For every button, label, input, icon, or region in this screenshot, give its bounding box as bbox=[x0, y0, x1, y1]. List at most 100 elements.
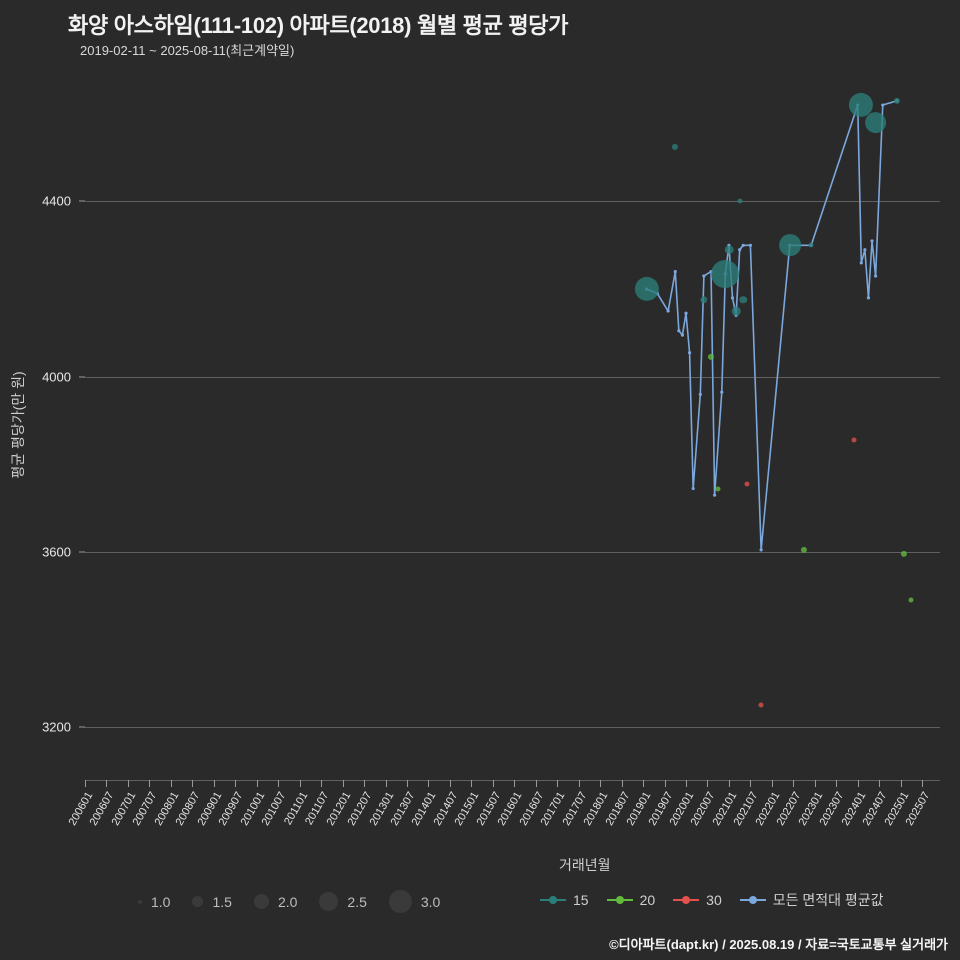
x-tick-mark bbox=[728, 780, 730, 787]
legend-size-item: 2.0 bbox=[253, 893, 319, 910]
data-bubble bbox=[634, 277, 659, 302]
x-tick-mark bbox=[814, 780, 816, 787]
x-axis-line bbox=[85, 780, 940, 781]
series-line-point bbox=[702, 274, 706, 278]
x-tick-mark bbox=[149, 780, 151, 787]
x-tick-mark bbox=[922, 780, 924, 787]
legend-color-label: 모든 면적대 평균값 bbox=[772, 892, 884, 908]
legend-size-item: 1.5 bbox=[192, 894, 253, 910]
x-tick-mark bbox=[170, 780, 172, 787]
y-tick-label: 4400 bbox=[42, 193, 71, 209]
series-line-point bbox=[713, 493, 717, 497]
series-line-point bbox=[680, 333, 685, 337]
x-tick-mark bbox=[557, 780, 559, 787]
series-line-point bbox=[684, 311, 688, 315]
x-tick-mark bbox=[600, 780, 602, 787]
x-tick-mark bbox=[514, 780, 516, 787]
chart-subtitle: 2019-02-11 ~ 2025-08-11(최근계약일) bbox=[80, 43, 295, 58]
series-line-point bbox=[748, 243, 753, 247]
data-bubble bbox=[864, 111, 887, 134]
x-tick-mark bbox=[321, 780, 323, 787]
legend-size-scale: 1.0 1.5 2.0 2.5 3.0 bbox=[138, 890, 462, 913]
x-tick-mark bbox=[278, 780, 280, 787]
plot-area bbox=[85, 70, 940, 780]
x-tick-mark bbox=[449, 780, 451, 787]
series-line-point bbox=[730, 296, 735, 300]
x-tick-mark bbox=[406, 780, 408, 787]
legend-color-item[interactable]: 20 bbox=[606, 892, 655, 908]
x-tick-mark bbox=[428, 780, 430, 787]
legend-color-item[interactable]: 15 bbox=[540, 892, 589, 908]
series-line-average bbox=[646, 99, 898, 551]
series-line-point bbox=[881, 103, 885, 107]
data-bubble bbox=[700, 296, 708, 304]
series-line-point bbox=[720, 390, 724, 394]
x-tick-mark bbox=[750, 780, 752, 787]
x-tick-mark bbox=[106, 780, 108, 787]
series-line-point bbox=[666, 309, 670, 313]
y-tick-mark bbox=[79, 376, 85, 378]
x-tick-mark bbox=[879, 780, 881, 787]
x-tick-mark bbox=[342, 780, 344, 787]
x-tick-mark bbox=[127, 780, 129, 787]
series-line-point bbox=[673, 270, 677, 274]
legend-size-dot bbox=[388, 890, 412, 913]
x-tick-mark bbox=[621, 780, 623, 787]
series-line-point bbox=[759, 548, 763, 552]
legend-size-label: 2.0 bbox=[277, 893, 298, 910]
y-axis-labels: 3200 3600 4000 4400 bbox=[0, 70, 85, 780]
legend-color-series: 15 20 30 모든 면적대 평균값 bbox=[540, 890, 902, 910]
legend-size-dot bbox=[138, 899, 142, 904]
x-axis: 거래년월 200601 200607 200701 200707 200801 20080… bbox=[67, 780, 940, 873]
data-bubble bbox=[707, 353, 715, 361]
series-line-point bbox=[698, 392, 702, 396]
y-tick-mark bbox=[79, 726, 85, 728]
legend-size-dot bbox=[253, 894, 269, 909]
legend-color-label: 15 bbox=[573, 892, 589, 908]
x-tick-mark bbox=[900, 780, 902, 787]
legend-color-item[interactable]: 30 bbox=[673, 892, 722, 908]
series-line-point bbox=[874, 274, 878, 278]
x-tick-mark bbox=[364, 780, 366, 787]
x-tick-mark bbox=[664, 780, 666, 787]
x-tick-mark bbox=[299, 780, 301, 787]
data-bubble bbox=[851, 437, 857, 443]
y-tick-mark bbox=[79, 200, 85, 202]
page-title: 화양 아스하임(111-102) 아파트(2018) 월별 평균 평당가 bbox=[68, 13, 569, 38]
legend-color-label: 30 bbox=[706, 892, 722, 908]
legend-size-dot bbox=[192, 896, 204, 907]
x-tick-mark bbox=[771, 780, 773, 787]
legend-color-item[interactable]: 모든 면적대 평균값 bbox=[739, 890, 884, 910]
series-line-point bbox=[691, 486, 695, 491]
x-tick-mark bbox=[535, 780, 537, 787]
y-gridline bbox=[85, 552, 940, 554]
series-line-point bbox=[859, 261, 863, 265]
legend-line-marker-icon bbox=[606, 893, 633, 907]
data-bubble bbox=[901, 551, 908, 558]
data-bubble bbox=[737, 198, 743, 204]
legend-size-dot bbox=[319, 892, 339, 911]
data-bubble bbox=[808, 242, 814, 248]
y-tick-label: 3200 bbox=[42, 719, 71, 735]
legend: 1.0 1.5 2.0 2.5 3.0 15 20 30 모든 면적대 평균값 bbox=[0, 890, 960, 930]
x-tick-mark bbox=[707, 780, 709, 787]
legend-size-label: 1.0 bbox=[151, 893, 171, 910]
series-line-point bbox=[866, 296, 871, 300]
legend-size-item: 2.5 bbox=[319, 892, 388, 911]
y-gridline bbox=[85, 201, 940, 203]
x-tick-mark bbox=[578, 780, 580, 787]
x-axis-title: 거래년월 bbox=[559, 857, 611, 873]
data-bubble bbox=[908, 597, 914, 603]
data-bubble bbox=[800, 546, 808, 553]
legend-line-marker-icon bbox=[739, 893, 766, 907]
y-gridline bbox=[85, 727, 940, 729]
x-tick-mark bbox=[85, 780, 86, 787]
data-bubble bbox=[715, 486, 721, 492]
data-bubble bbox=[893, 97, 901, 104]
x-tick-mark bbox=[793, 780, 795, 787]
x-tick-mark bbox=[836, 780, 838, 787]
data-bubble bbox=[711, 259, 740, 288]
series-line-point bbox=[687, 351, 692, 355]
data-bubble bbox=[758, 702, 764, 708]
